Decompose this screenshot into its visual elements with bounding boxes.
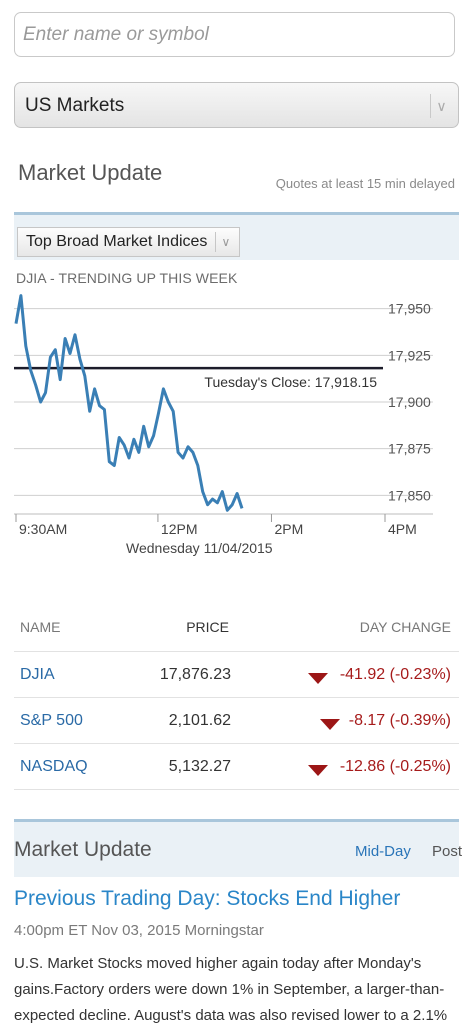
chart-x-label: Wednesday 11/04/2015 (126, 540, 273, 556)
index-change: -12.86 (-0.25%) (339, 758, 451, 775)
indices-table: NAME PRICE DAY CHANGE DJIA 17,876.23 -41… (14, 604, 459, 790)
table-row[interactable]: NASDAQ 5,132.27 -12.86 (-0.25%) (14, 744, 459, 790)
chevron-down-icon: ∨ (430, 94, 452, 118)
index-name-link[interactable]: S&P 500 (20, 712, 83, 729)
search-input[interactable] (14, 12, 455, 57)
table-header: NAME PRICE DAY CHANGE (14, 604, 459, 652)
djia-line-chart: 17,950 17,925 17,900 17,875 17,850 9:30AM 12PM… (14, 294, 433, 537)
indices-select-value: Top Broad Market Indices (26, 233, 208, 250)
indices-select[interactable]: Top Broad Market Indices ∨ (17, 227, 241, 257)
chart-title: DJIA - TRENDING UP THIS WEEK (16, 270, 238, 286)
index-price: 17,876.23 (159, 666, 231, 683)
header-price: PRICE (186, 619, 229, 635)
y-tick-label: 17,875 (388, 441, 431, 457)
delay-note: Quotes at least 15 min delayed (275, 176, 455, 191)
down-arrow-icon (320, 719, 340, 730)
index-change: -8.17 (-0.39%) (348, 712, 451, 729)
previous-close-label: Tuesday's Close: 17,918.15 (204, 374, 377, 390)
chevron-down-icon: ∨ (215, 232, 235, 252)
y-tick-label: 17,950 (388, 301, 431, 317)
indices-bar: Top Broad Market Indices ∨ (14, 212, 459, 260)
news-header: Market Update Mid-Day Post (14, 819, 463, 877)
x-tick-label: 4PM (388, 521, 417, 537)
tab-post[interactable]: Post (432, 843, 463, 860)
x-tick-label: 2PM (274, 521, 303, 537)
market-update-title: Market Update (18, 160, 163, 185)
index-change: -41.92 (-0.23%) (339, 666, 451, 683)
index-price: 5,132.27 (168, 758, 231, 775)
news-headline-link[interactable]: Previous Trading Day: Stocks End Higher (14, 887, 401, 910)
djia-series-line (14, 294, 244, 512)
index-price: 2,101.62 (168, 712, 231, 729)
news-byline: 4:00pm ET Nov 03, 2015 Morningstar (14, 922, 264, 939)
tab-mid-day[interactable]: Mid-Day (355, 843, 411, 860)
down-arrow-icon (308, 765, 328, 776)
news-summary: U.S. Market Stocks moved higher again to… (14, 955, 448, 1024)
table-row[interactable]: DJIA 17,876.23 -41.92 (-0.23%) (14, 652, 459, 698)
y-tick-label: 17,900 (388, 394, 431, 410)
table-row[interactable]: S&P 500 2,101.62 -8.17 (-0.39%) (14, 698, 459, 744)
news-section-title: Market Update (14, 838, 152, 861)
y-tick-label: 17,850 (388, 487, 431, 503)
index-name-link[interactable]: DJIA (20, 666, 55, 683)
header-change: DAY CHANGE (359, 619, 451, 635)
index-name-link[interactable]: NASDAQ (20, 758, 88, 775)
market-select-value: US Markets (25, 95, 125, 116)
down-arrow-icon (308, 673, 328, 684)
header-name: NAME (20, 619, 61, 635)
market-select[interactable]: US Markets ∨ (14, 82, 459, 128)
x-tick-label: 9:30AM (19, 521, 67, 537)
x-tick-label: 12PM (161, 521, 198, 537)
y-tick-label: 17,925 (388, 347, 431, 363)
